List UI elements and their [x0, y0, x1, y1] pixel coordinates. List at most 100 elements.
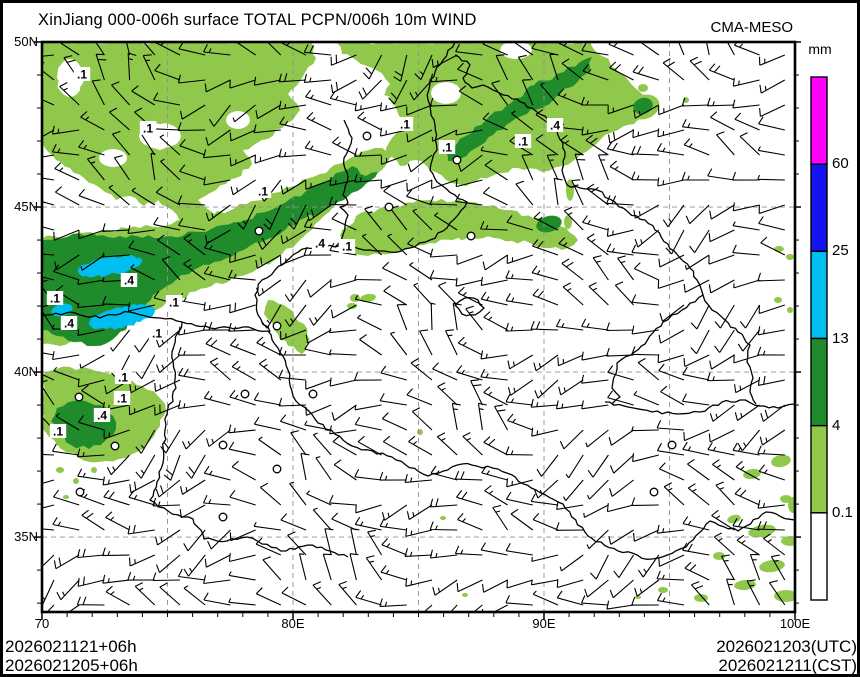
wind-barb: [254, 154, 281, 164]
wind-barb: [449, 604, 458, 612]
wind-barb: [111, 81, 131, 106]
wind-barb: [607, 104, 634, 115]
colorbar-segment: [810, 337, 828, 427]
wind-barb: [279, 116, 307, 131]
wind-barb: [203, 592, 231, 606]
wind-barb: [79, 354, 105, 369]
wind-barb: [379, 598, 407, 608]
wind-barb: [434, 212, 458, 231]
wind-barb: [209, 357, 231, 381]
wind-barb: [354, 173, 382, 183]
wind-barb: [429, 521, 458, 531]
wind-barb: [597, 154, 609, 181]
wind-barb: [52, 443, 80, 456]
wind-barb: [505, 594, 533, 606]
wind-barb: [354, 148, 382, 157]
wind-barb: [154, 63, 181, 81]
wind-barb: [76, 548, 105, 559]
wind-barb: [128, 404, 155, 416]
wind-barb: [432, 362, 458, 381]
wind-barb: [639, 42, 660, 56]
wind-barb: [396, 304, 408, 331]
wind-barb: [480, 350, 508, 360]
wind-barb: [546, 154, 559, 181]
wind-barb: [354, 404, 382, 411]
wind-barb: [480, 276, 508, 286]
wind-barb: [549, 53, 559, 81]
wind-barb: [278, 397, 307, 407]
wind-barb: [261, 304, 282, 329]
wind-barb: [423, 604, 433, 612]
wind-barb: [155, 329, 181, 348]
wind-barb: [631, 171, 659, 181]
wind-barb: [203, 390, 231, 406]
wind-barb: [431, 129, 458, 142]
wind-barb: [757, 174, 785, 181]
wind-barb: [354, 416, 382, 431]
wind-barb: [53, 554, 80, 570]
wind-barb: [152, 497, 181, 507]
contour-label-box: [114, 370, 132, 384]
wind-barb: [662, 204, 685, 228]
wind-barb: [452, 302, 462, 331]
wind-barb: [507, 413, 533, 431]
wind-barb: [484, 159, 508, 181]
wind-barb: [483, 186, 508, 206]
wind-barb: [142, 54, 156, 81]
wind-barb: [357, 435, 382, 456]
wind-barb: [155, 186, 181, 206]
wind-barb: [78, 188, 105, 206]
colorbar-segment: [810, 512, 828, 601]
wind-barb: [379, 102, 407, 112]
wind-barb: [758, 116, 785, 131]
contour-label-box: [338, 239, 356, 253]
wind-barb: [533, 211, 559, 231]
wind-barb: [155, 554, 181, 574]
wind-barb: [228, 322, 256, 332]
wind-barb: [580, 595, 609, 606]
wind-barb: [333, 459, 357, 481]
wind-barb: [715, 481, 735, 506]
wind-barb: [506, 254, 533, 265]
wind-barb: [329, 279, 357, 289]
init-time-2: 2026021205+06h: [5, 656, 138, 675]
wind-barb: [656, 524, 685, 534]
wind-barb: [637, 554, 660, 578]
contour-label: .1: [152, 327, 162, 341]
wind-barb: [494, 404, 509, 431]
wind-barb: [657, 354, 685, 364]
wind-barb: [411, 407, 433, 431]
wind-barb: [454, 545, 483, 556]
wind-barb: [80, 254, 105, 271]
contour-label-box: [93, 408, 111, 422]
wind-barb: [585, 134, 609, 156]
wind-barb: [256, 336, 282, 356]
wind-barb: [304, 420, 332, 431]
wind-barb: [280, 329, 307, 341]
geo-border: [164, 321, 183, 431]
wind-barb: [354, 516, 382, 531]
wind-barb: [505, 543, 533, 556]
wind-barb: [457, 154, 483, 172]
wind-barb: [154, 404, 181, 416]
wind-barb: [726, 578, 736, 606]
wind-barb: [559, 429, 584, 450]
calm-station-icon: [272, 321, 282, 331]
wind-barb: [95, 42, 105, 56]
wind-barb: [228, 269, 256, 281]
wind-barb: [102, 252, 130, 258]
wind-barb: [284, 304, 307, 327]
wind-barb: [303, 219, 332, 231]
wind-barb: [203, 266, 231, 281]
wind-barb: [734, 112, 760, 131]
lon-tick-label: 90E: [532, 616, 556, 631]
wind-barb: [202, 494, 231, 506]
wind-barb: [585, 429, 609, 448]
wind-barb: [404, 474, 433, 483]
wind-barb: [203, 465, 231, 481]
wind-barb: [205, 337, 231, 356]
wind-barb: [42, 453, 55, 456]
wind-barb: [631, 294, 659, 306]
colorbar-segment: [810, 163, 828, 253]
wind-barb: [681, 118, 710, 131]
